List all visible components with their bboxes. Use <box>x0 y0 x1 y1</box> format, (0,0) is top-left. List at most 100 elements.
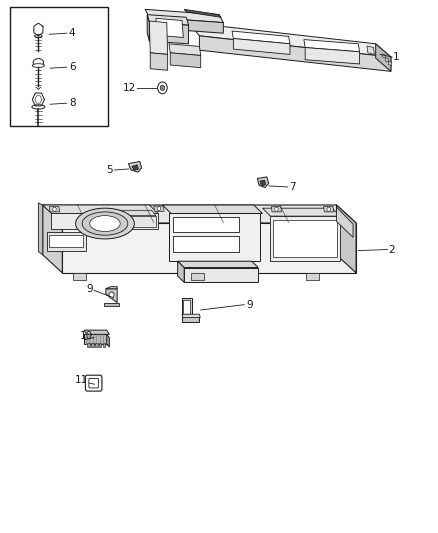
Polygon shape <box>149 21 168 54</box>
Polygon shape <box>336 205 356 273</box>
Polygon shape <box>147 14 149 41</box>
Polygon shape <box>107 334 110 347</box>
Polygon shape <box>84 330 110 334</box>
Text: 5: 5 <box>106 165 113 175</box>
Text: 12: 12 <box>123 83 136 93</box>
Polygon shape <box>132 165 138 171</box>
Polygon shape <box>385 58 389 62</box>
Polygon shape <box>32 93 45 106</box>
Polygon shape <box>233 38 290 54</box>
Text: 9: 9 <box>246 300 253 310</box>
Polygon shape <box>43 205 158 214</box>
Ellipse shape <box>76 208 134 239</box>
Polygon shape <box>191 273 204 280</box>
Polygon shape <box>173 216 239 232</box>
Circle shape <box>158 82 167 94</box>
Ellipse shape <box>82 212 128 235</box>
Polygon shape <box>51 214 158 229</box>
Polygon shape <box>305 47 360 64</box>
Polygon shape <box>47 231 86 251</box>
Polygon shape <box>117 211 156 216</box>
Polygon shape <box>49 235 83 247</box>
Circle shape <box>53 207 56 212</box>
Polygon shape <box>182 317 199 322</box>
Bar <box>95 343 98 347</box>
FancyBboxPatch shape <box>85 375 102 391</box>
Polygon shape <box>367 46 374 54</box>
Polygon shape <box>182 314 200 317</box>
Polygon shape <box>232 31 290 44</box>
Polygon shape <box>270 216 340 261</box>
Polygon shape <box>178 261 184 282</box>
Text: 1: 1 <box>393 52 400 62</box>
Text: 7: 7 <box>289 182 295 192</box>
Polygon shape <box>182 298 191 317</box>
Ellipse shape <box>90 216 120 231</box>
Polygon shape <box>336 207 353 237</box>
Polygon shape <box>106 289 117 303</box>
Polygon shape <box>43 205 62 273</box>
Polygon shape <box>260 180 265 187</box>
Circle shape <box>160 85 165 91</box>
Polygon shape <box>262 208 340 216</box>
Text: 6: 6 <box>69 62 75 72</box>
Bar <box>91 343 94 347</box>
Polygon shape <box>145 10 223 22</box>
Polygon shape <box>156 18 184 37</box>
Polygon shape <box>184 10 221 17</box>
Text: 11: 11 <box>75 375 88 385</box>
Polygon shape <box>382 54 386 58</box>
Polygon shape <box>273 220 336 257</box>
Polygon shape <box>162 205 262 214</box>
Polygon shape <box>323 207 334 212</box>
Polygon shape <box>376 44 391 71</box>
Text: 8: 8 <box>69 98 75 108</box>
Text: 2: 2 <box>389 245 396 255</box>
Polygon shape <box>106 287 117 289</box>
Polygon shape <box>39 203 43 255</box>
FancyBboxPatch shape <box>89 378 99 388</box>
Polygon shape <box>150 53 168 70</box>
Polygon shape <box>104 303 119 306</box>
Polygon shape <box>178 261 258 268</box>
Polygon shape <box>188 22 391 57</box>
Polygon shape <box>34 23 43 36</box>
Polygon shape <box>73 273 86 280</box>
Ellipse shape <box>33 59 44 66</box>
Ellipse shape <box>32 105 45 109</box>
Circle shape <box>275 207 278 212</box>
Circle shape <box>157 207 161 211</box>
Bar <box>10 7 108 126</box>
Polygon shape <box>304 39 360 52</box>
Polygon shape <box>117 216 156 227</box>
Polygon shape <box>389 61 392 66</box>
Polygon shape <box>169 214 260 261</box>
Polygon shape <box>170 53 201 68</box>
Polygon shape <box>154 206 164 212</box>
Text: 10: 10 <box>80 332 93 342</box>
Polygon shape <box>306 273 319 280</box>
Polygon shape <box>173 236 239 252</box>
Polygon shape <box>271 207 282 212</box>
Polygon shape <box>128 161 141 172</box>
Polygon shape <box>199 36 391 71</box>
Polygon shape <box>43 205 356 223</box>
Polygon shape <box>49 207 60 212</box>
Text: 9: 9 <box>86 284 93 294</box>
Polygon shape <box>257 177 268 188</box>
Polygon shape <box>149 22 188 44</box>
Circle shape <box>327 207 330 212</box>
Polygon shape <box>147 14 188 25</box>
Polygon shape <box>184 301 190 314</box>
Polygon shape <box>149 17 223 33</box>
Ellipse shape <box>35 35 42 37</box>
Ellipse shape <box>32 63 45 67</box>
Polygon shape <box>169 44 201 55</box>
Bar <box>87 343 90 347</box>
Bar <box>103 343 106 347</box>
Polygon shape <box>62 223 356 273</box>
Polygon shape <box>84 334 107 344</box>
Circle shape <box>109 292 114 298</box>
Bar <box>99 343 102 347</box>
Polygon shape <box>184 268 258 282</box>
